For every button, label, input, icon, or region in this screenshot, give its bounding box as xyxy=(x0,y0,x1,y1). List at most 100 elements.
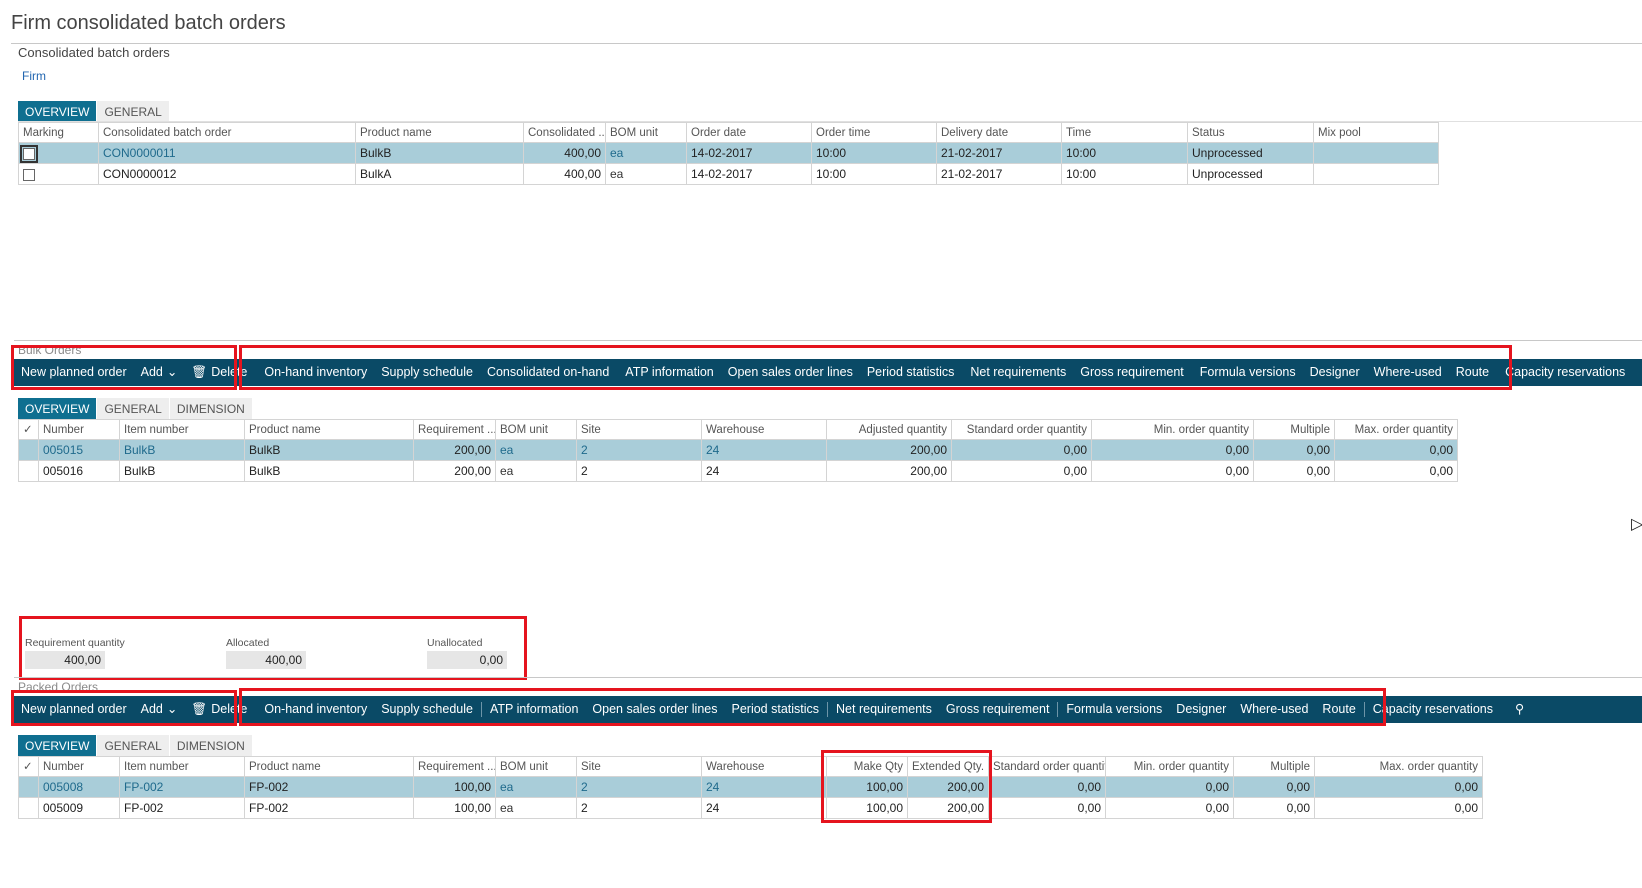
table-row[interactable]: 005008 FP-002 FP-002 100,00 ea 2 24 100,… xyxy=(19,777,1483,798)
formula-versions-button[interactable]: Formula versions xyxy=(1066,702,1163,716)
period-statistics-button[interactable]: Period statistics xyxy=(731,702,820,716)
capacity-reservations-button[interactable]: Capacity reservations xyxy=(1505,365,1626,379)
col-mix-pool[interactable]: Mix pool xyxy=(1314,122,1439,143)
marking-checkbox[interactable] xyxy=(23,168,35,181)
col-order-date[interactable]: Order date xyxy=(687,122,812,143)
delete-button[interactable]: 🗑 Delete xyxy=(184,359,254,386)
col-product-name[interactable]: Product name xyxy=(245,756,414,777)
supply-schedule-button[interactable]: Supply schedule xyxy=(381,365,473,379)
warehouse-cell[interactable]: 24 xyxy=(702,461,827,482)
route-button[interactable]: Route xyxy=(1322,702,1356,716)
col-standard-qty[interactable]: Standard order quantity xyxy=(952,419,1092,440)
col-adjusted-qty[interactable]: Adjusted quantity xyxy=(827,419,952,440)
firm-link[interactable]: Firm xyxy=(22,69,46,83)
site-cell[interactable]: 2 xyxy=(577,461,702,482)
site-cell[interactable]: 2 xyxy=(577,440,702,461)
gross-requirement-button[interactable]: Gross requirement xyxy=(1080,365,1184,379)
marking-cell[interactable] xyxy=(19,164,99,185)
col-consolidated-qty[interactable]: Consolidated ... xyxy=(524,122,606,143)
add-button[interactable]: Add ⌄ xyxy=(134,696,185,723)
col-number[interactable]: Number xyxy=(39,419,120,440)
col-number[interactable]: Number xyxy=(39,756,120,777)
col-min-qty[interactable]: Min. order quantity xyxy=(1106,756,1234,777)
col-bom-unit[interactable]: BOM unit xyxy=(496,419,577,440)
period-statistics-button[interactable]: Period statistics xyxy=(866,365,955,379)
designer-button[interactable]: Designer xyxy=(1176,702,1227,716)
col-product-name[interactable]: Product name xyxy=(356,122,524,143)
new-planned-order-button[interactable]: New planned order xyxy=(21,365,127,379)
col-item-number[interactable]: Item number xyxy=(120,419,245,440)
number-cell[interactable]: 005015 xyxy=(39,440,120,461)
site-cell[interactable]: 2 xyxy=(577,777,702,798)
formula-versions-button[interactable]: Formula versions xyxy=(1199,365,1296,379)
col-min-qty[interactable]: Min. order quantity xyxy=(1092,419,1254,440)
warehouse-cell[interactable]: 24 xyxy=(702,440,827,461)
tab-overview[interactable]: OVERVIEW xyxy=(18,101,97,123)
col-warehouse[interactable]: Warehouse xyxy=(702,756,827,777)
net-requirements-button[interactable]: Net requirements xyxy=(970,365,1067,379)
row-select[interactable] xyxy=(19,777,39,798)
tab-general[interactable]: GENERAL xyxy=(97,398,169,420)
batch-order-cell[interactable]: CON0000011 xyxy=(99,143,356,164)
tab-dimension[interactable]: DIMENSION xyxy=(169,398,252,420)
atp-information-button[interactable]: ATP information xyxy=(625,365,714,379)
col-order-time[interactable]: Order time xyxy=(812,122,937,143)
col-standard-qty[interactable]: Standard order quantity xyxy=(989,756,1106,777)
col-site[interactable]: Site xyxy=(577,756,702,777)
table-row[interactable]: 005015 BulkB BulkB 200,00 ea 2 24 200,00… xyxy=(19,440,1458,461)
net-requirements-button[interactable]: Net requirements xyxy=(836,702,932,716)
col-select[interactable]: ✓ xyxy=(19,419,39,440)
item-number-cell[interactable]: BulkB xyxy=(120,440,245,461)
marking-checkbox[interactable] xyxy=(20,144,38,163)
open-sales-order-lines-button[interactable]: Open sales order lines xyxy=(727,365,853,379)
row-select[interactable] xyxy=(19,440,39,461)
warehouse-cell[interactable]: 24 xyxy=(702,777,827,798)
col-multiple[interactable]: Multiple xyxy=(1254,419,1335,440)
col-extended-qty[interactable]: Extended Qty. xyxy=(908,756,989,777)
col-marking[interactable]: Marking xyxy=(19,122,99,143)
on-hand-inventory-button[interactable]: On-hand inventory xyxy=(264,365,368,379)
col-delivery-date[interactable]: Delivery date xyxy=(937,122,1062,143)
table-row[interactable]: CON0000011 BulkB 400,00 ea 14-02-2017 10… xyxy=(19,143,1439,164)
col-multiple[interactable]: Multiple xyxy=(1234,756,1315,777)
search-icon[interactable]: ⚲ xyxy=(1514,702,1525,716)
where-used-button[interactable]: Where-used xyxy=(1373,365,1442,379)
designer-button[interactable]: Designer xyxy=(1309,365,1360,379)
number-cell[interactable]: 005009 xyxy=(39,798,120,819)
gross-requirement-button[interactable]: Gross requirement xyxy=(945,702,1050,716)
marking-cell[interactable] xyxy=(19,143,99,164)
on-hand-inventory-button[interactable]: On-hand inventory xyxy=(264,702,368,716)
supply-schedule-button[interactable]: Supply schedule xyxy=(381,702,473,716)
table-row[interactable]: 005016 BulkB BulkB 200,00 ea 2 24 200,00… xyxy=(19,461,1458,482)
tab-general[interactable]: GENERAL xyxy=(97,735,169,757)
col-bom-unit[interactable]: BOM unit xyxy=(606,122,687,143)
col-site[interactable]: Site xyxy=(577,419,702,440)
table-row[interactable]: CON0000012 BulkA 400,00 ea 14-02-2017 10… xyxy=(19,164,1439,185)
capacity-reservations-button[interactable]: Capacity reservations xyxy=(1372,702,1493,716)
delete-button[interactable]: 🗑 Delete xyxy=(184,696,254,723)
col-requirement[interactable]: Requirement ... xyxy=(414,756,496,777)
col-bom-unit[interactable]: BOM unit xyxy=(496,756,577,777)
route-button[interactable]: Route xyxy=(1455,365,1490,379)
table-row[interactable]: 005009 FP-002 FP-002 100,00 ea 2 24 100,… xyxy=(19,798,1483,819)
col-status[interactable]: Status xyxy=(1188,122,1314,143)
number-cell[interactable]: 005008 xyxy=(39,777,120,798)
tab-general[interactable]: GENERAL xyxy=(97,101,169,123)
col-batch-order[interactable]: Consolidated batch order xyxy=(99,122,356,143)
row-select[interactable] xyxy=(19,461,39,482)
col-product-name[interactable]: Product name xyxy=(245,419,414,440)
batch-order-cell[interactable]: CON0000012 xyxy=(99,164,356,185)
col-make-qty[interactable]: Make Qty xyxy=(827,756,908,777)
tab-dimension[interactable]: DIMENSION xyxy=(169,735,252,757)
col-max-qty[interactable]: Max. order quantity xyxy=(1335,419,1458,440)
tab-overview[interactable]: OVERVIEW xyxy=(18,735,97,757)
col-select[interactable]: ✓ xyxy=(19,756,39,777)
atp-information-button[interactable]: ATP information xyxy=(489,702,579,716)
warehouse-cell[interactable]: 24 xyxy=(702,798,827,819)
col-item-number[interactable]: Item number xyxy=(120,756,245,777)
col-max-qty[interactable]: Max. order quantity xyxy=(1315,756,1483,777)
item-number-cell[interactable]: BulkB xyxy=(120,461,245,482)
col-requirement[interactable]: Requirement ... xyxy=(414,419,496,440)
consolidated-on-hand-button[interactable]: Consolidated on-hand xyxy=(486,365,610,379)
add-button[interactable]: Add ⌄ xyxy=(134,359,185,386)
